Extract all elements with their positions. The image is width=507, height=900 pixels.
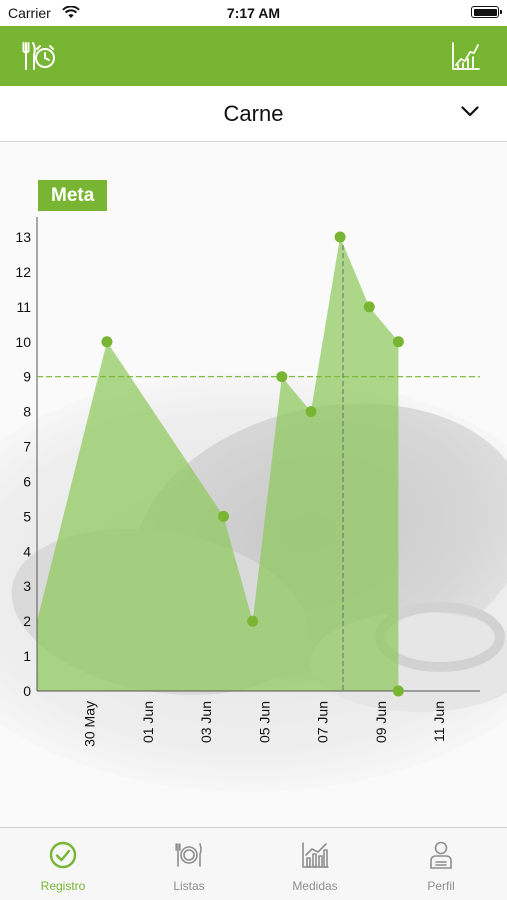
y-tick-label: 7 bbox=[23, 439, 31, 455]
tab-perfil[interactable]: Perfil bbox=[378, 828, 504, 900]
data-point[interactable] bbox=[305, 406, 317, 418]
tab-medidas[interactable]: Medidas bbox=[252, 828, 378, 900]
battery-icon bbox=[471, 6, 502, 18]
x-tick-label: 03 Jun bbox=[198, 701, 214, 743]
y-tick-label: 0 bbox=[23, 683, 31, 699]
y-tick-label: 4 bbox=[23, 543, 31, 559]
tab-listas[interactable]: Listas bbox=[126, 828, 252, 900]
data-point[interactable] bbox=[276, 371, 288, 383]
chart-area: Meta 0 1 2 3 4 5 6 7 8 9 10 11 12 13 30 May 01 Jun 03 J… bbox=[0, 142, 507, 827]
y-tick-label: 2 bbox=[23, 613, 31, 629]
y-tick-label: 13 bbox=[15, 229, 31, 245]
x-tick-label: 07 Jun bbox=[315, 701, 331, 743]
status-bar: Carrier 7:17 AM bbox=[0, 0, 507, 26]
goal-badge: Meta bbox=[38, 180, 108, 211]
x-tick-label: 09 Jun bbox=[373, 701, 389, 743]
category-title[interactable]: Carne bbox=[223, 101, 284, 126]
x-tick-label: 30 May bbox=[81, 701, 97, 747]
tab-label: Registro bbox=[40, 879, 86, 893]
user-icon bbox=[430, 841, 452, 869]
tab-registro[interactable]: Registro bbox=[0, 828, 126, 900]
y-tick-label: 12 bbox=[15, 264, 31, 280]
check-circle-icon bbox=[49, 841, 77, 869]
data-point[interactable] bbox=[334, 231, 346, 243]
x-tick-label: 05 Jun bbox=[256, 701, 272, 743]
meal-clock-icon[interactable] bbox=[22, 40, 56, 72]
y-tick-label: 11 bbox=[16, 299, 31, 315]
data-point[interactable] bbox=[101, 336, 113, 348]
tab-label: Perfil bbox=[427, 879, 455, 893]
y-tick-label: 1 bbox=[23, 648, 31, 664]
x-tick-labels: 30 May 01 Jun 03 Jun 05 Jun 07 Jun 09 Jun 11 J… bbox=[81, 701, 447, 747]
data-point[interactable] bbox=[392, 685, 404, 697]
y-tick-label: 5 bbox=[23, 508, 31, 524]
x-tick-label: 01 Jun bbox=[140, 701, 156, 743]
data-point[interactable] bbox=[363, 301, 375, 313]
y-tick-label: 10 bbox=[15, 334, 31, 350]
y-tick-label: 9 bbox=[23, 369, 31, 385]
data-points bbox=[101, 231, 404, 697]
x-tick-label: 11 Jun bbox=[431, 701, 447, 742]
category-selector[interactable]: Carne bbox=[0, 86, 507, 142]
y-tick-label: 6 bbox=[23, 473, 31, 489]
nav-bar bbox=[0, 26, 507, 86]
series-area bbox=[37, 237, 399, 691]
data-point[interactable] bbox=[218, 510, 230, 522]
carrier-label: Carrier bbox=[8, 5, 51, 21]
growth-chart-icon[interactable] bbox=[451, 40, 481, 72]
tab-label: Listas bbox=[173, 879, 205, 893]
y-tick-label: 3 bbox=[23, 578, 31, 594]
bar-chart-icon bbox=[302, 842, 329, 868]
chevron-down-icon[interactable] bbox=[461, 106, 479, 117]
tab-label: Medidas bbox=[292, 879, 338, 893]
data-point[interactable] bbox=[392, 336, 404, 348]
y-tick-label: 8 bbox=[23, 404, 31, 420]
plate-cutlery-icon bbox=[175, 843, 202, 867]
tab-bar: Registro Listas Medidas bbox=[0, 827, 507, 900]
wifi-icon bbox=[62, 6, 80, 18]
data-point[interactable] bbox=[247, 615, 259, 627]
clock-time: 7:17 AM bbox=[226, 5, 281, 21]
